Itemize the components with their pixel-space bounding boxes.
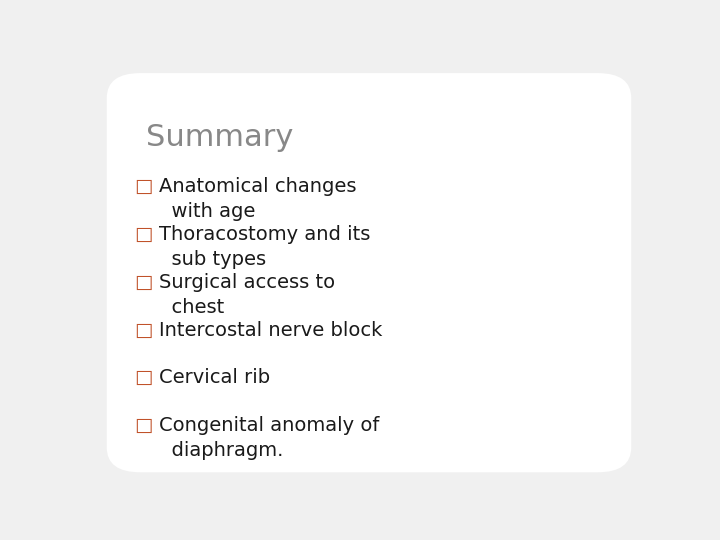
Text: with age: with age bbox=[158, 202, 255, 221]
Text: Thoracostomy and its: Thoracostomy and its bbox=[158, 225, 370, 244]
Text: □: □ bbox=[135, 368, 153, 387]
Text: sub types: sub types bbox=[158, 250, 266, 269]
Text: Anatomical changes: Anatomical changes bbox=[158, 177, 356, 196]
Text: □: □ bbox=[135, 273, 153, 292]
Text: □: □ bbox=[135, 177, 153, 196]
Text: □: □ bbox=[135, 321, 153, 340]
Text: □: □ bbox=[135, 225, 153, 244]
Text: chest: chest bbox=[158, 298, 224, 316]
Text: Intercostal nerve block: Intercostal nerve block bbox=[158, 321, 382, 340]
Text: diaphragm.: diaphragm. bbox=[158, 441, 283, 460]
Text: Cervical rib: Cervical rib bbox=[158, 368, 270, 387]
Text: □: □ bbox=[135, 416, 153, 435]
Text: Summary: Summary bbox=[145, 123, 293, 152]
Text: Congenital anomaly of: Congenital anomaly of bbox=[158, 416, 379, 435]
FancyBboxPatch shape bbox=[107, 73, 631, 472]
Text: Surgical access to: Surgical access to bbox=[158, 273, 335, 292]
